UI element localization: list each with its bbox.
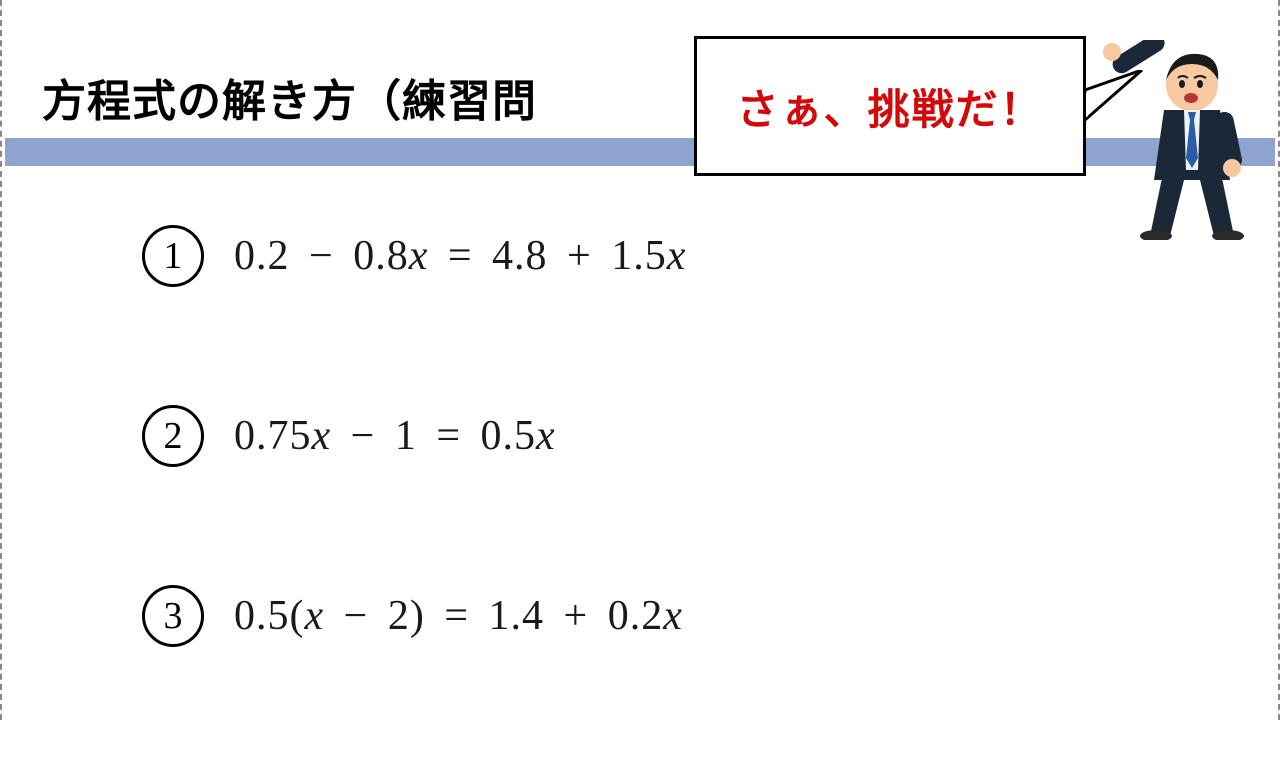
problem-number-circle: 2 (142, 405, 204, 467)
problem-number-circle: 1 (142, 225, 204, 287)
speech-tail-icon (1082, 70, 1152, 130)
problem-row: 1 0.2 − 0.8x = 4.8 + 1.5x (142, 225, 686, 287)
speech-text: さぁ、挑戦だ！ (736, 76, 1043, 137)
problem-row: 3 0.5(x − 2) = 1.4 + 0.2x (142, 585, 686, 647)
problem-list: 1 0.2 − 0.8x = 4.8 + 1.5x 2 0.75x − 1 = … (142, 225, 686, 765)
speech-bubble: さぁ、挑戦だ！ (694, 36, 1086, 176)
problem-row: 2 0.75x − 1 = 0.5x (142, 405, 686, 467)
problem-number-circle: 3 (142, 585, 204, 647)
equation-text: 0.75x − 1 = 0.5x (234, 412, 556, 460)
page-title: 方程式の解き方（練習問 (42, 65, 537, 129)
equation-text: 0.5(x − 2) = 1.4 + 0.2x (234, 592, 683, 640)
equation-text: 0.2 − 0.8x = 4.8 + 1.5x (234, 232, 686, 280)
